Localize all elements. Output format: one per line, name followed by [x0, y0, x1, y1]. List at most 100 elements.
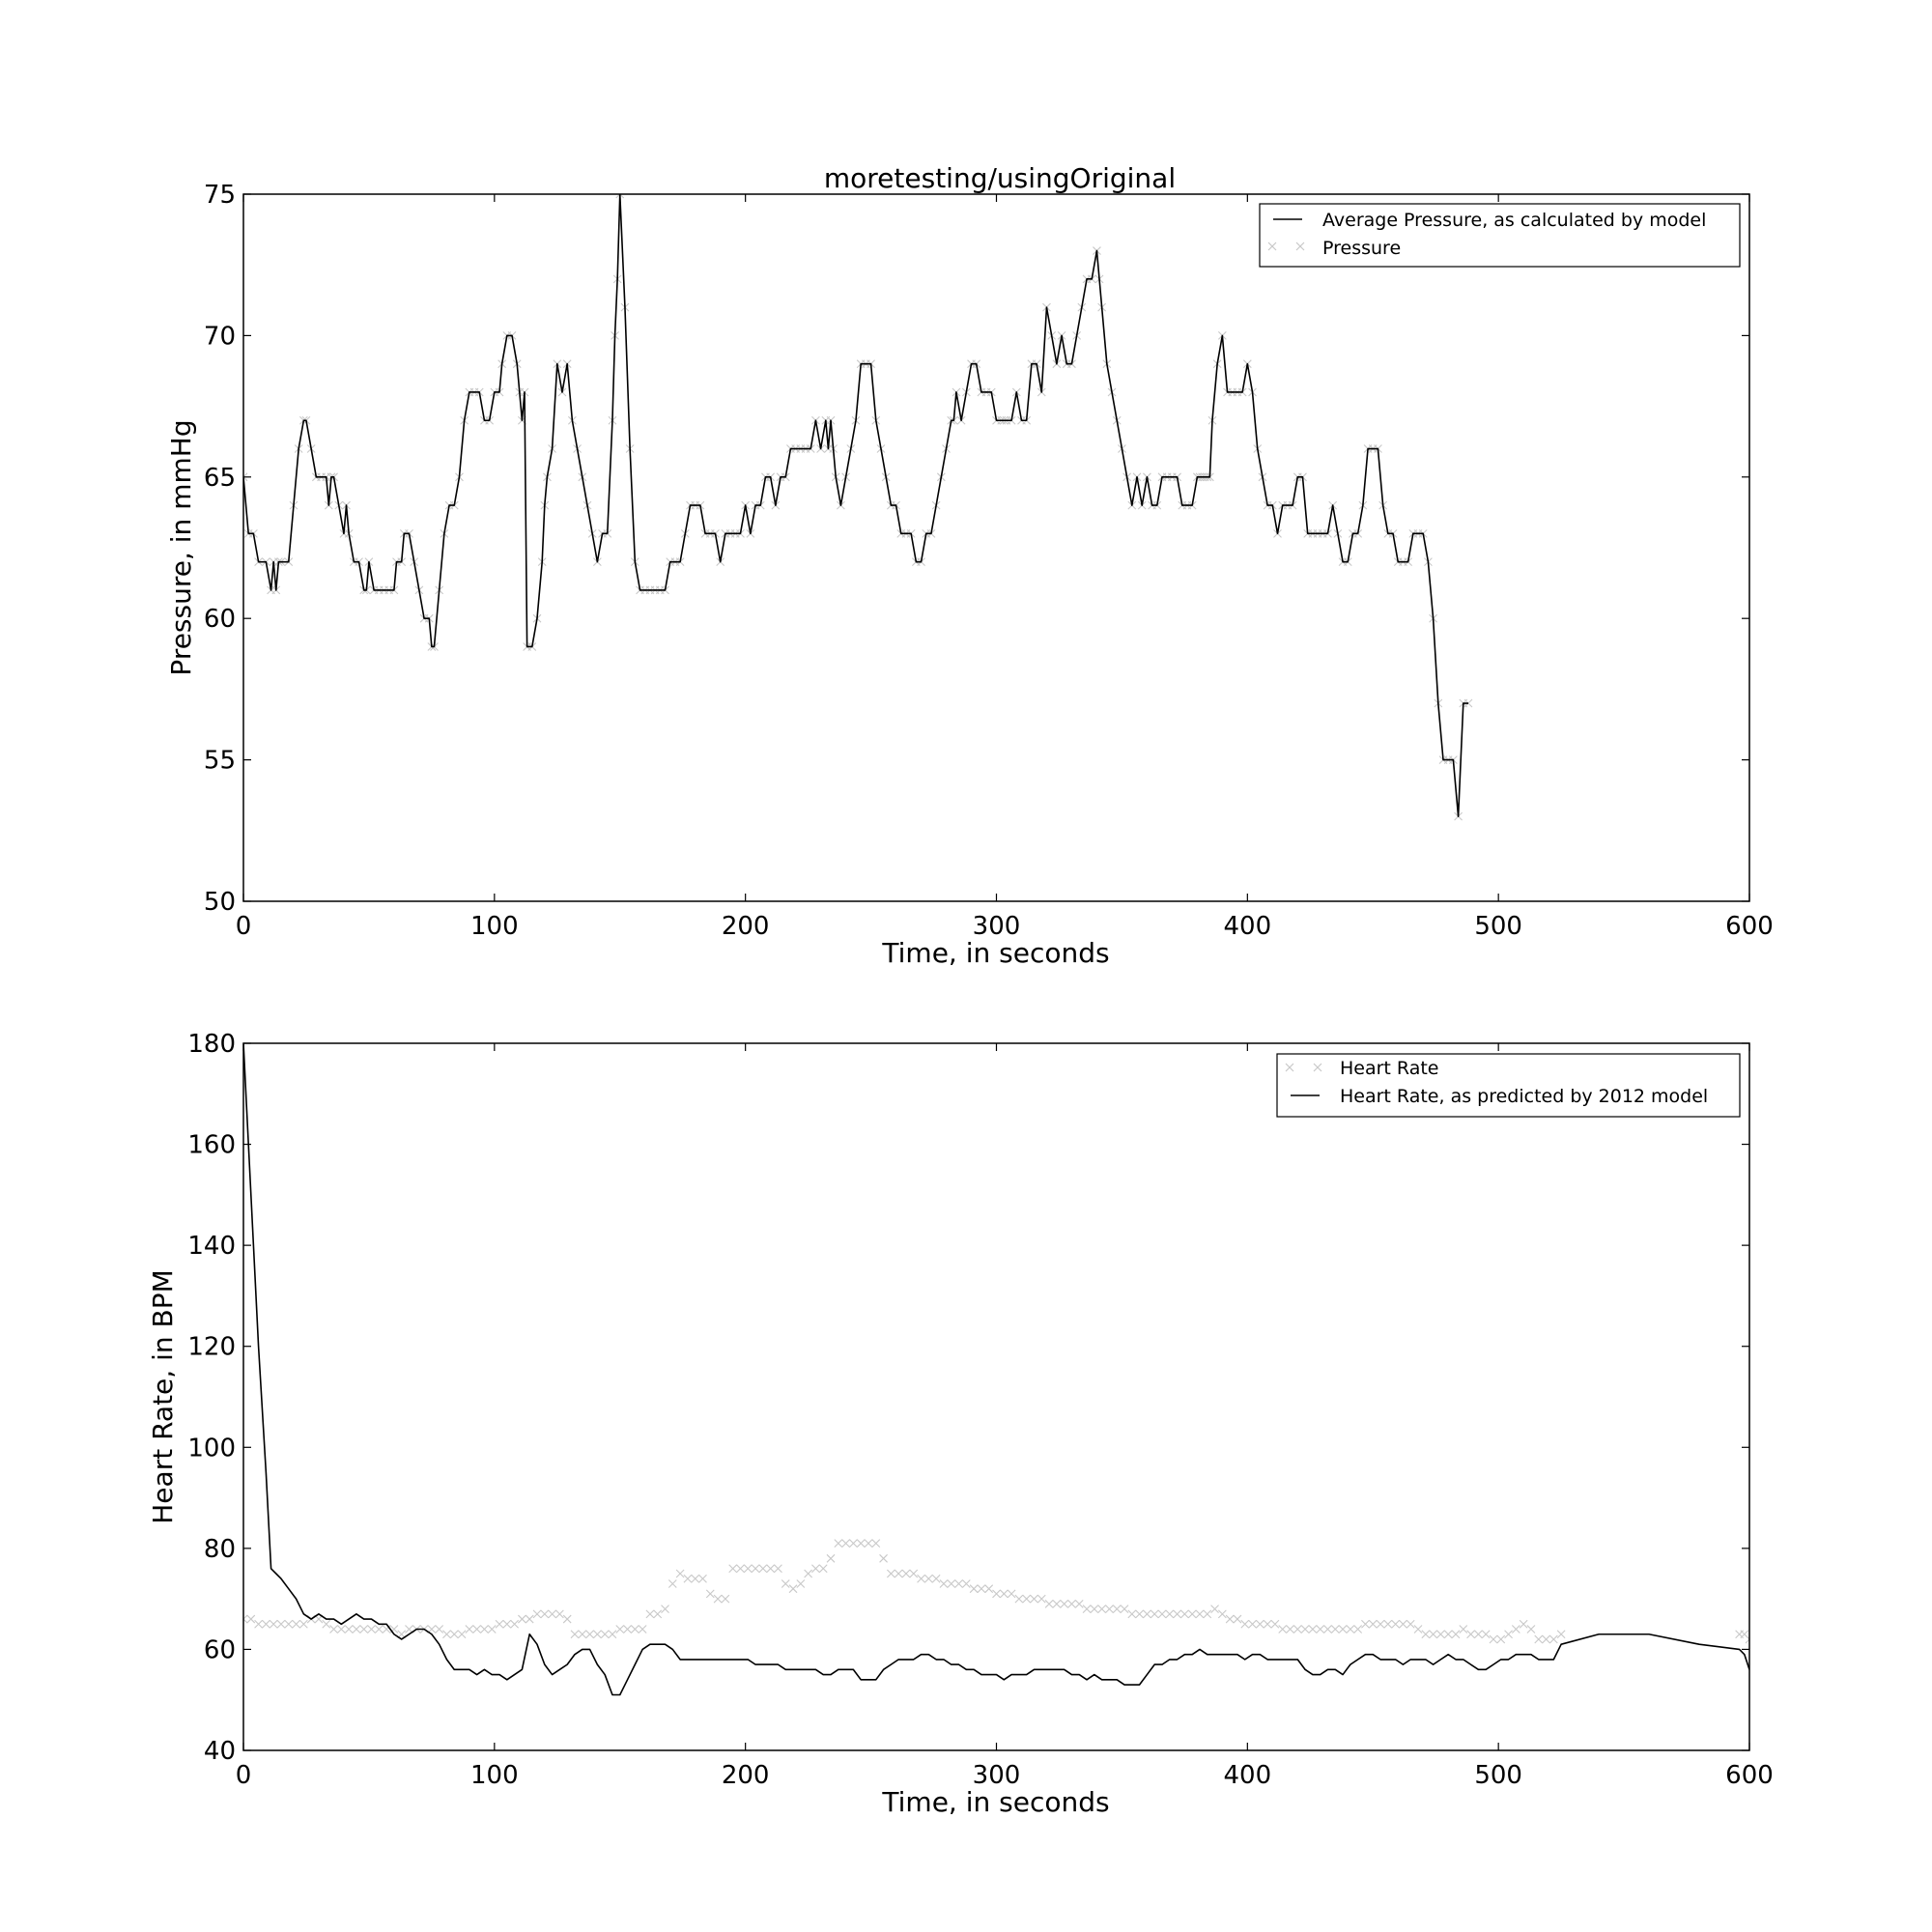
data-point: [502, 1619, 512, 1629]
x-tick-label: 100: [470, 1761, 519, 1790]
data-point: [269, 1619, 278, 1629]
data-point: [901, 1569, 911, 1578]
data-point: [1270, 1619, 1280, 1629]
data-point: [322, 1619, 331, 1629]
data-point: [788, 1584, 798, 1594]
series-markers: [243, 1539, 1749, 1644]
y-tick-label: 140: [187, 1232, 236, 1261]
y-tick-label: 75: [204, 181, 236, 210]
x-tick-label: 400: [1224, 1761, 1272, 1790]
data-point: [1120, 1605, 1129, 1613]
y-tick-label: 80: [204, 1535, 236, 1564]
y-tick-label: 55: [204, 747, 236, 776]
data-point: [246, 1614, 256, 1624]
data-point: [1556, 1630, 1566, 1639]
x-tick-label: 0: [236, 1761, 252, 1790]
x-axis-label: Time, in seconds: [881, 1786, 1109, 1818]
data-point: [728, 1564, 738, 1574]
data-point: [826, 1553, 836, 1563]
data-point: [1429, 1630, 1437, 1639]
data-point: [909, 1569, 919, 1578]
data-point: [1060, 1599, 1069, 1608]
data-point: [1074, 1599, 1084, 1608]
legend-frame: [1276, 1053, 1741, 1118]
data-point: [548, 1609, 556, 1619]
data-point: [661, 1605, 669, 1613]
data-point: [1473, 1630, 1483, 1639]
heart-rate-chart: 0 100 200 300 400 500 600 40 60 80 100 120 140 160 18…: [147, 1030, 1774, 1818]
data-point: [879, 1553, 888, 1563]
data-point: [1286, 1625, 1294, 1634]
data-point: [939, 1579, 949, 1588]
data-point: [751, 1564, 760, 1574]
legend: Heart Rate Heart Rate, as predicted by 2…: [1276, 1053, 1741, 1118]
data-point: [1007, 1589, 1016, 1599]
y-tick-label: 120: [187, 1333, 236, 1362]
data-point: [758, 1564, 768, 1574]
x-tick-label: 200: [722, 1761, 770, 1790]
data-point: [992, 1589, 1001, 1599]
x-tick-label: 500: [1474, 1761, 1522, 1790]
x-tick-label: 300: [973, 912, 1021, 941]
data-point: [562, 1614, 572, 1624]
data-point: [864, 1539, 873, 1548]
data-point: [849, 1539, 858, 1548]
data-point: [555, 1609, 564, 1619]
data-point: [510, 1619, 520, 1629]
data-point: [254, 1619, 263, 1629]
data-point: [923, 1574, 933, 1583]
x-tick-label: 500: [1474, 912, 1522, 941]
data-point: [1097, 1605, 1107, 1613]
data-point: [495, 1619, 504, 1629]
data-point: [336, 1625, 346, 1634]
data-point: [525, 1614, 534, 1624]
data-point: [1293, 1625, 1302, 1634]
data-point: [1421, 1630, 1431, 1639]
data-point: [834, 1539, 843, 1548]
data-point: [781, 1579, 790, 1588]
data-point: [1300, 1625, 1310, 1634]
data-point: [465, 1625, 474, 1634]
data-point: [1346, 1625, 1355, 1634]
data-point: [608, 1630, 617, 1639]
data-point: [645, 1609, 655, 1619]
data-point: [261, 1619, 270, 1629]
data-point: [1150, 1609, 1159, 1619]
data-point: [743, 1564, 753, 1574]
data-point: [1179, 1609, 1189, 1619]
data-point: [1173, 1609, 1181, 1619]
data-point: [1368, 1619, 1378, 1629]
data-point: [276, 1619, 286, 1629]
data-point: [518, 1614, 526, 1624]
data-point: [1489, 1634, 1498, 1644]
data-point: [243, 1614, 248, 1624]
y-axis-label: Pressure, in mmHg: [165, 419, 197, 675]
data-point: [1240, 1619, 1250, 1629]
series-line: [243, 194, 1468, 817]
data-point: [653, 1609, 663, 1619]
legend-label-heart-rate: Heart Rate: [1340, 1058, 1439, 1079]
data-point: [1187, 1609, 1197, 1619]
data-point: [1143, 1609, 1151, 1619]
data-point: [691, 1574, 700, 1583]
y-tick-label: 50: [204, 888, 236, 917]
pressure-chart: moretesting/usingOriginal 0 100 200 300 400 5…: [165, 162, 1774, 969]
data-point: [871, 1539, 881, 1548]
data-point: [811, 1564, 820, 1574]
data-point: [1511, 1625, 1520, 1634]
data-point: [449, 1630, 459, 1639]
data-point: [774, 1564, 782, 1574]
legend-label-average-pressure: Average Pressure, as calculated by model: [1322, 210, 1706, 231]
data-point: [329, 1625, 338, 1634]
y-axis-label: Heart Rate, in BPM: [147, 1269, 179, 1524]
data-point: [292, 1619, 300, 1629]
data-point: [1466, 1630, 1475, 1639]
legend-label-heart-rate-model: Heart Rate, as predicted by 2012 model: [1340, 1086, 1708, 1107]
data-point: [1542, 1634, 1550, 1644]
data-point: [1157, 1609, 1167, 1619]
data-point: [1135, 1609, 1144, 1619]
data-point: [1210, 1605, 1219, 1613]
data-point: [721, 1594, 730, 1604]
data-point: [984, 1584, 994, 1594]
data-point: [600, 1630, 610, 1639]
